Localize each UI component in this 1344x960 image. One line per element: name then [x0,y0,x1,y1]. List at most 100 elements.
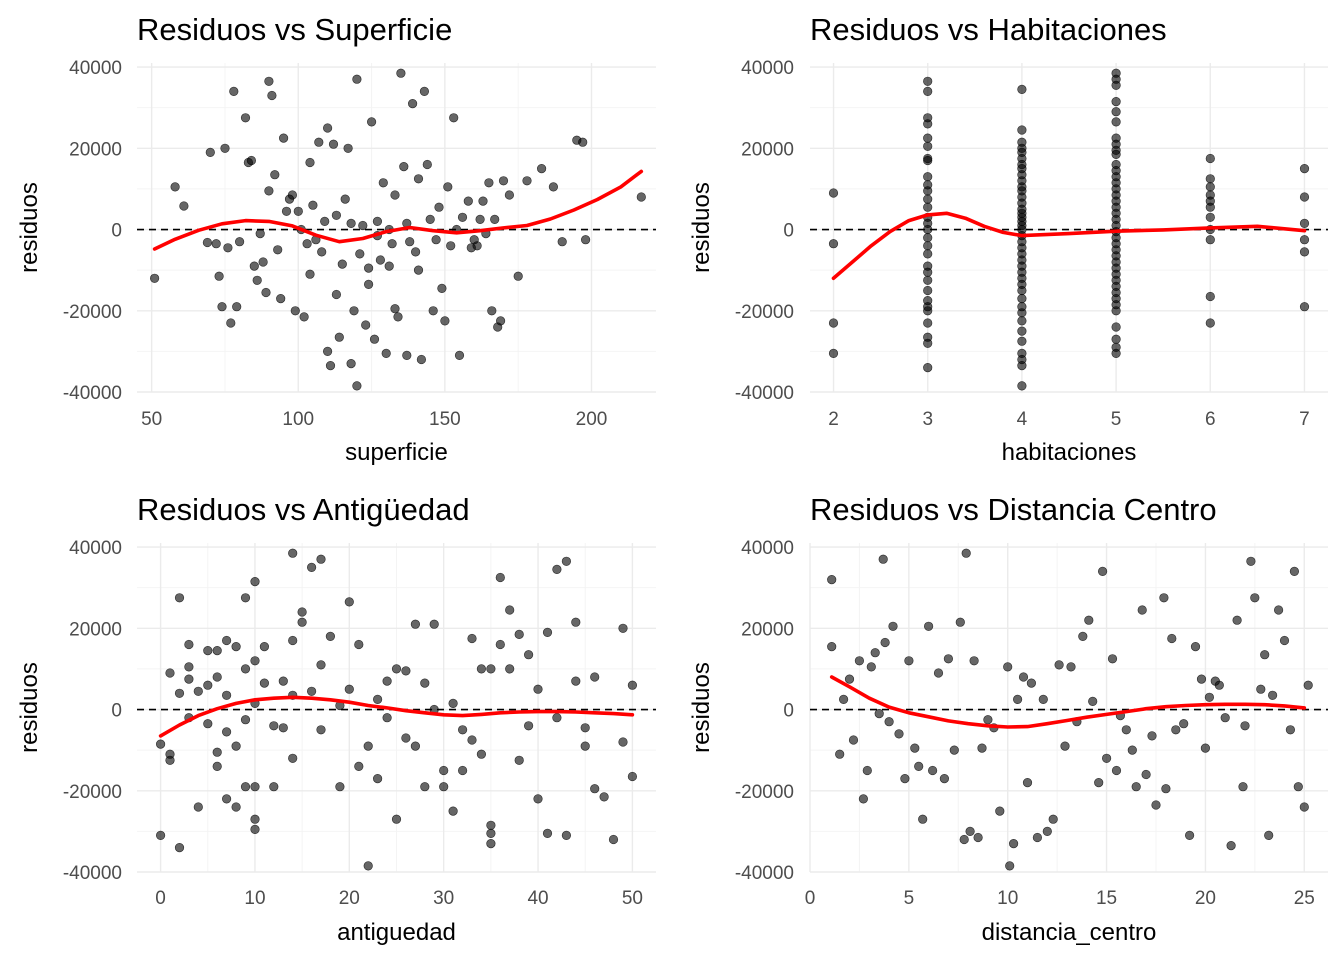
data-point [165,668,175,678]
data-point [523,721,534,731]
data-point [223,243,233,253]
data-point [413,174,424,184]
data-point [382,676,392,686]
data-point [496,316,506,326]
data-point [193,686,203,696]
data-point [858,794,869,804]
data-point [486,828,496,839]
data-point [1017,316,1027,326]
data-point [838,694,849,705]
data-point [923,241,933,251]
data-point [923,155,933,166]
data-point [391,814,402,824]
data-point [977,743,987,753]
x-tick-label: 30 [433,888,454,909]
data-point [828,239,839,249]
data-point [1167,633,1177,644]
y-tick-label: -40000 [735,863,794,884]
data-point [448,806,458,816]
data-point [165,755,175,765]
panel-1: 50 100 150 200 -40000 -20000 0 20000 40000 Residu… [16,12,656,466]
data-point [156,830,166,841]
y-tick-label: -20000 [63,302,122,323]
x-tick-label: 10 [244,888,265,909]
data-point [542,828,553,839]
data-point [995,806,1005,816]
data-point [1205,318,1215,328]
data-point [1048,814,1058,824]
y-tick-label: 40000 [69,538,122,559]
data-point [571,617,581,627]
data-point [827,574,837,585]
data-point [217,302,227,312]
data-point [440,316,450,326]
data-point [405,237,415,247]
data-point [454,350,465,361]
data-point [174,593,185,603]
data-point [1289,566,1299,577]
data-point [305,269,315,279]
data-point [487,306,497,316]
data-point [1179,719,1189,729]
data-point [904,656,914,666]
smooth-trend-line [158,695,635,738]
data-point [443,182,453,192]
data-point [923,318,933,328]
data-point [933,668,944,678]
data-point [965,826,975,837]
data-point [212,645,222,656]
data-point [170,182,180,192]
data-point [174,842,185,853]
data-point [1018,672,1029,682]
data-point [439,782,449,792]
data-point [590,784,600,794]
data-point [1111,306,1121,316]
data-point [222,794,232,804]
data-point [439,765,449,776]
data-point [288,548,298,558]
data-point [923,285,933,296]
data-point [416,354,427,365]
x-tick-label: 6 [1205,409,1216,430]
data-point [212,747,222,757]
data-point [1205,182,1215,192]
panel-2: 2 3 4 5 6 7 -40000 -20000 0 20000 40000 Residuos vs… [688,12,1328,466]
data-point [1017,336,1027,346]
data-point [542,627,553,638]
data-point [325,361,336,371]
data-point [1111,107,1121,117]
data-point [335,782,345,792]
data-point [486,820,496,830]
data-point [240,593,251,603]
data-point [340,194,350,204]
data-point [1078,631,1088,642]
data-point [1017,326,1027,336]
data-point [235,237,245,247]
data-point [328,139,339,149]
data-point [495,639,505,650]
data-point [828,348,839,359]
data-point [364,263,374,273]
data-point [636,192,646,202]
data-point [486,664,496,674]
chart-title: Residuos vs Distancia Centro [810,492,1217,527]
data-point [299,312,309,322]
data-point [536,164,547,174]
data-point [923,86,933,96]
data-point [1094,777,1104,788]
data-point [255,229,265,239]
data-point [390,304,400,314]
scatter-points [150,68,646,391]
data-point [184,674,194,684]
data-point [923,249,933,259]
x-tick-label: 4 [1017,409,1028,430]
data-point [486,838,496,849]
smooth-trend-line [152,169,644,251]
data-point [302,239,312,249]
data-point [250,814,260,824]
data-point [827,641,837,652]
y-tick-label: 0 [783,701,794,722]
x-tick-label: 7 [1299,409,1310,430]
data-point [179,201,189,211]
data-point [246,155,256,166]
